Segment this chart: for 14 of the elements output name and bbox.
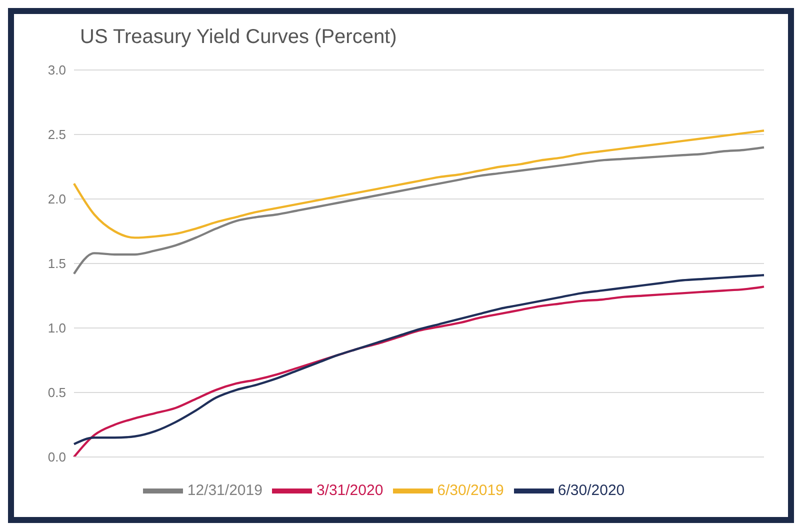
legend-label: 6/30/2019: [437, 482, 504, 499]
line-series: [72, 130, 766, 239]
y-tick-label: 2.5: [48, 127, 66, 142]
y-tick-label: 1.5: [48, 256, 66, 272]
y-tick-label: 2.0: [48, 192, 66, 207]
legend-label: 12/31/2019: [187, 482, 262, 499]
y-tick-label: 0.0: [48, 450, 66, 465]
legend-label: 3/31/2020: [316, 482, 384, 499]
y-tick-label: 0.5: [48, 385, 66, 400]
legend-label: 6/30/2020: [558, 482, 625, 499]
line-series: [72, 146, 766, 275]
chart-title: US Treasury Yield Curves (Percent): [79, 25, 398, 50]
y-tick-label: 3.0: [48, 62, 66, 78]
y-tick-label: 1.0: [48, 320, 66, 336]
